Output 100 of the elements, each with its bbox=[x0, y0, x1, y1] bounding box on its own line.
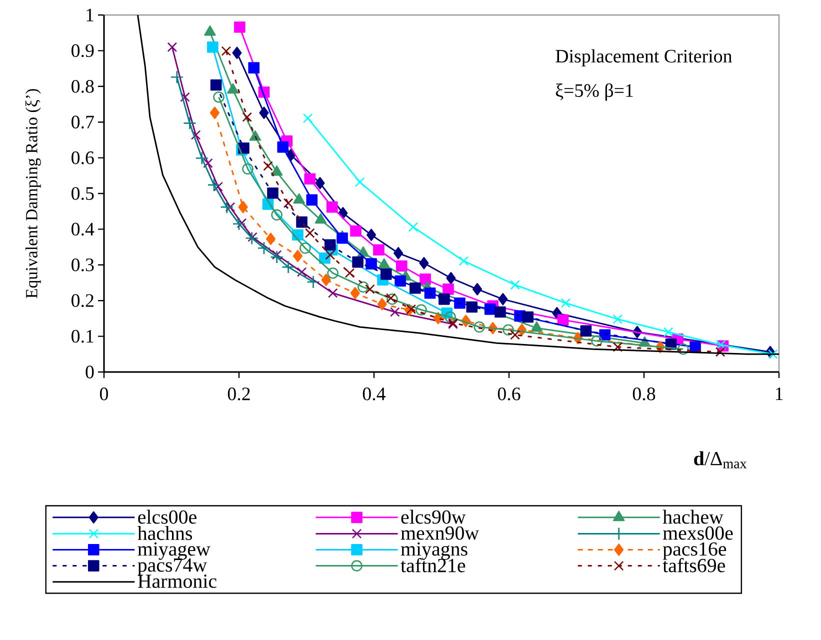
x-tick-label: 1 bbox=[776, 388, 783, 400]
point bbox=[236, 218, 247, 228]
point bbox=[502, 324, 514, 336]
point bbox=[350, 225, 362, 237]
point bbox=[366, 228, 376, 242]
point bbox=[272, 250, 282, 260]
point bbox=[170, 70, 184, 84]
point bbox=[271, 209, 282, 221]
point bbox=[424, 287, 436, 299]
x-tick-label: 0.8 bbox=[632, 388, 656, 400]
point bbox=[410, 282, 421, 294]
y-axis-title: Equivalent Damping Ratio (ξ’) bbox=[25, 89, 41, 298]
x-tick-label: 0.4 bbox=[362, 388, 386, 400]
point bbox=[282, 260, 295, 274]
point bbox=[458, 256, 469, 266]
point bbox=[204, 25, 216, 36]
point bbox=[210, 79, 222, 91]
point bbox=[336, 232, 348, 244]
point bbox=[325, 250, 336, 260]
point bbox=[213, 91, 224, 103]
x-tick-label: 0.6 bbox=[498, 388, 520, 400]
point bbox=[390, 307, 400, 317]
point bbox=[446, 272, 456, 284]
point bbox=[267, 187, 278, 199]
point bbox=[283, 198, 294, 208]
legend-label: pacs16e bbox=[662, 542, 726, 560]
point bbox=[366, 258, 377, 270]
point bbox=[266, 232, 276, 245]
y-tick-label: 0.3 bbox=[72, 258, 94, 272]
point bbox=[406, 304, 416, 314]
point bbox=[203, 158, 213, 168]
point bbox=[306, 275, 320, 289]
point bbox=[207, 41, 218, 53]
line-series bbox=[137, 14, 780, 355]
point bbox=[328, 288, 338, 298]
point bbox=[380, 268, 392, 280]
legend-label: miyagns bbox=[400, 542, 468, 560]
point bbox=[227, 83, 239, 94]
point bbox=[220, 200, 234, 214]
point bbox=[716, 340, 726, 350]
point bbox=[324, 239, 336, 251]
legend-label: pacs74w bbox=[138, 558, 207, 576]
point bbox=[232, 46, 242, 59]
y-tick-label: 0.6 bbox=[72, 151, 94, 164]
x-tick-label: 0 bbox=[100, 388, 108, 400]
point bbox=[257, 241, 271, 255]
point bbox=[510, 280, 520, 290]
point bbox=[314, 213, 327, 224]
legend-label: hachns bbox=[138, 526, 192, 540]
point bbox=[259, 106, 269, 119]
point bbox=[304, 228, 315, 238]
point bbox=[768, 349, 778, 360]
legend-label: elcs90w bbox=[401, 510, 466, 524]
point bbox=[408, 222, 418, 232]
point bbox=[394, 275, 406, 287]
point bbox=[352, 256, 364, 268]
point bbox=[292, 250, 302, 262]
point bbox=[377, 298, 387, 310]
point bbox=[591, 335, 602, 347]
point bbox=[242, 163, 254, 175]
point bbox=[344, 268, 355, 278]
point bbox=[419, 256, 429, 270]
point bbox=[327, 267, 338, 279]
point bbox=[242, 112, 252, 122]
point bbox=[315, 176, 325, 190]
point bbox=[238, 200, 248, 214]
y-tick-label: 0.9 bbox=[72, 44, 94, 58]
annotation: ξ=5% β=1 bbox=[556, 83, 633, 101]
legend-label: Harmonic bbox=[138, 574, 216, 588]
point bbox=[296, 216, 308, 228]
point bbox=[306, 194, 318, 206]
point bbox=[300, 242, 311, 254]
point bbox=[472, 283, 482, 296]
point bbox=[210, 106, 220, 119]
point bbox=[358, 281, 369, 293]
point bbox=[270, 250, 284, 264]
point bbox=[466, 301, 478, 313]
point bbox=[678, 344, 689, 355]
legend-label: elcs00e bbox=[138, 510, 196, 524]
legend-label: mexn90w bbox=[400, 526, 480, 540]
point bbox=[180, 92, 190, 102]
point bbox=[183, 116, 196, 130]
point bbox=[245, 231, 258, 245]
point bbox=[612, 314, 623, 324]
point bbox=[350, 286, 360, 300]
point bbox=[234, 21, 246, 33]
point bbox=[167, 42, 178, 52]
point bbox=[510, 330, 520, 340]
y-tick-label: 0.1 bbox=[72, 330, 94, 343]
point bbox=[221, 46, 232, 56]
point bbox=[321, 274, 331, 286]
point bbox=[612, 342, 623, 352]
point bbox=[396, 260, 408, 272]
point bbox=[420, 274, 431, 285]
y-tick-label: 0 bbox=[86, 366, 94, 378]
point bbox=[225, 202, 236, 212]
point bbox=[442, 284, 454, 295]
point bbox=[277, 141, 289, 153]
point bbox=[263, 161, 273, 171]
point bbox=[213, 182, 223, 192]
